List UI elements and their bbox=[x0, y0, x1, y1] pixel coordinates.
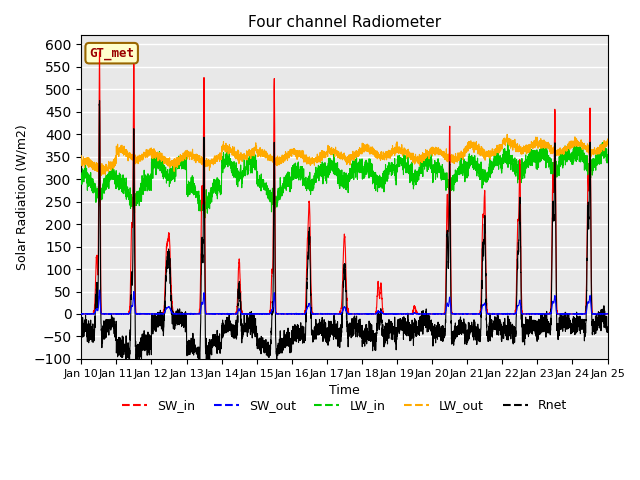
Title: Four channel Radiometer: Four channel Radiometer bbox=[248, 15, 441, 30]
Legend: SW_in, SW_out, LW_in, LW_out, Rnet: SW_in, SW_out, LW_in, LW_out, Rnet bbox=[117, 395, 572, 418]
Text: GT_met: GT_met bbox=[89, 47, 134, 60]
Y-axis label: Solar Radiation (W/m2): Solar Radiation (W/m2) bbox=[15, 124, 28, 270]
X-axis label: Time: Time bbox=[329, 384, 360, 397]
